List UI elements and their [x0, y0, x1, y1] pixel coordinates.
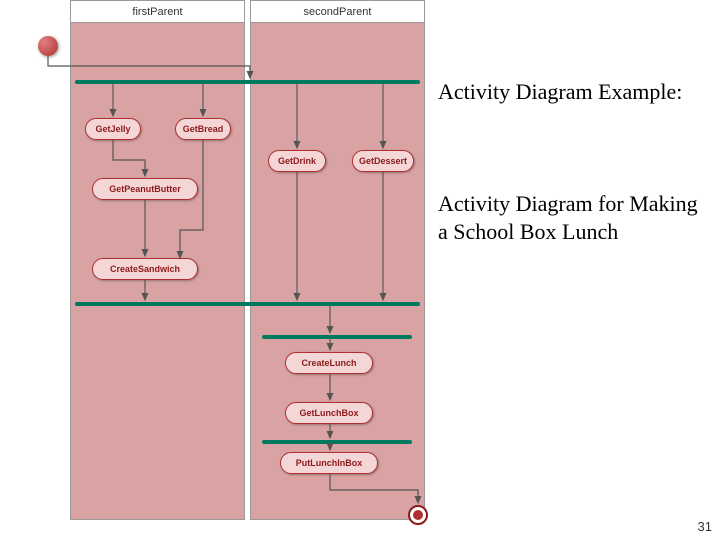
slide-subtitle: Activity Diagram for Making a School Box…: [438, 190, 698, 245]
activity-create-sandwich: CreateSandwich: [92, 258, 198, 280]
activity-label: GetDrink: [278, 156, 316, 166]
join-bar-2: [262, 440, 412, 444]
activity-label: GetDessert: [359, 156, 407, 166]
activity-get-bread: GetBread: [175, 118, 231, 140]
activity-get-drink: GetDrink: [268, 150, 326, 172]
join-bar-1: [75, 302, 420, 306]
activity-label: CreateLunch: [301, 358, 356, 368]
end-node: [408, 505, 428, 525]
activity-create-lunch: CreateLunch: [285, 352, 373, 374]
activity-label: GetLunchBox: [299, 408, 358, 418]
activity-label: GetPeanutButter: [109, 184, 181, 194]
start-node: [38, 36, 58, 56]
activity-label: CreateSandwich: [110, 264, 180, 274]
slide-title: Activity Diagram Example:: [438, 78, 698, 106]
activity-get-lunch-box: GetLunchBox: [285, 402, 373, 424]
activity-label: GetJelly: [95, 124, 130, 134]
page-number: 31: [698, 519, 712, 534]
activity-diagram: firstParent secondParent GetJelly GetBre…: [30, 0, 430, 540]
activity-label: GetBread: [183, 124, 224, 134]
activity-get-dessert: GetDessert: [352, 150, 414, 172]
fork-bar-1: [75, 80, 420, 84]
slide: firstParent secondParent GetJelly GetBre…: [0, 0, 720, 540]
activity-put-lunch-in-box: PutLunchInBox: [280, 452, 378, 474]
swimlane-header-second: secondParent: [251, 1, 424, 23]
end-node-inner: [413, 510, 423, 520]
activity-label: PutLunchInBox: [296, 458, 363, 468]
activity-get-peanut-butter: GetPeanutButter: [92, 178, 198, 200]
activity-get-jelly: GetJelly: [85, 118, 141, 140]
fork-bar-2: [262, 335, 412, 339]
swimlane-header-first: firstParent: [71, 1, 244, 23]
